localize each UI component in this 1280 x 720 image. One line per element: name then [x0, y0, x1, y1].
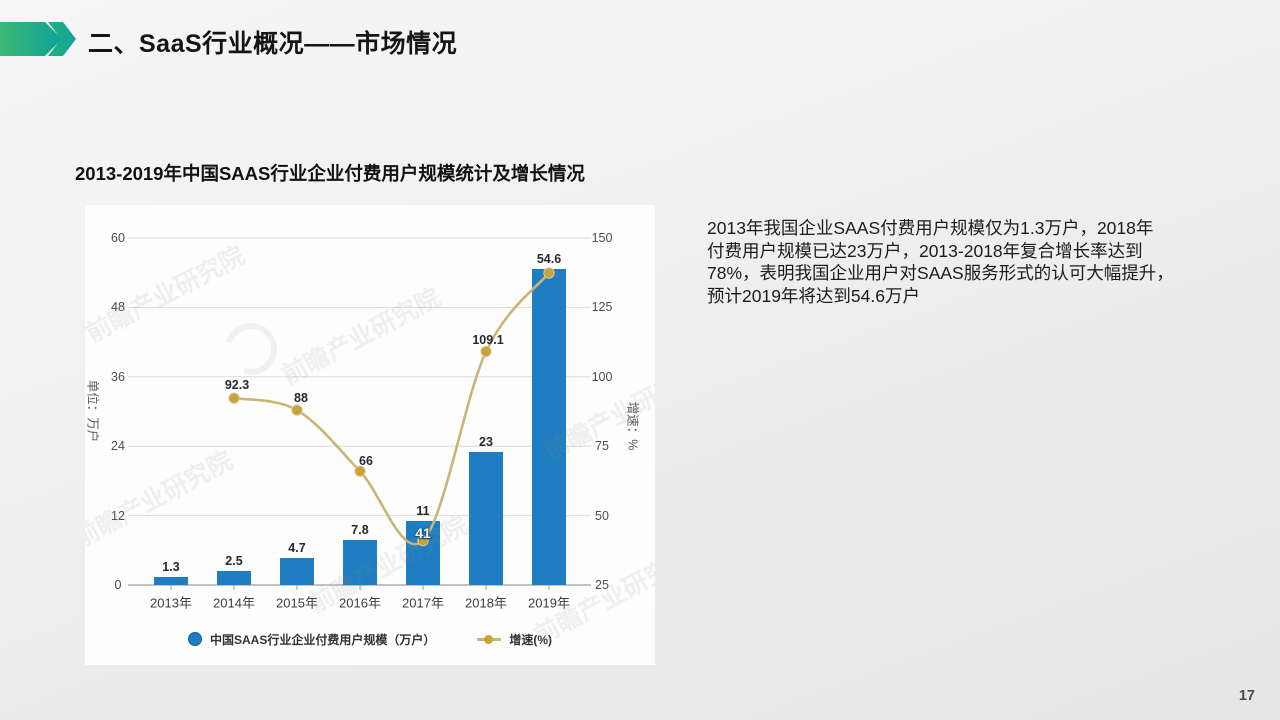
x-axis-label: 2018年 — [465, 595, 507, 611]
bar — [406, 521, 440, 585]
right-axis-tick-label: 125 — [591, 300, 613, 315]
chart-legend: 中国SAAS行业企业付费用户规模（万户） 增速(%) — [85, 626, 655, 652]
line-marker — [291, 404, 303, 416]
bar — [532, 269, 566, 585]
right-axis-tick-label: 50 — [595, 508, 609, 523]
line-value-label: 66 — [359, 454, 373, 469]
commentary-line: 预计2019年将达到54.6万户 — [707, 285, 920, 306]
commentary-line: 2013年我国企业SAAS付费用户规模仅为1.3万户，2018年 — [707, 218, 1154, 238]
x-axis-label: 2014年 — [213, 595, 255, 611]
line-marker — [543, 267, 555, 279]
page-number: 17 — [1238, 688, 1255, 704]
line-series-icon — [477, 634, 502, 644]
bar — [154, 577, 188, 585]
left-axis-tick-label: 36 — [111, 369, 125, 384]
bar-value-label: 7.8 — [351, 522, 369, 537]
x-axis-label: 2019年 — [528, 595, 570, 611]
bars-layer — [85, 205, 655, 665]
bar-value-label: 4.7 — [288, 540, 306, 555]
line-marker — [228, 392, 240, 404]
left-axis-tick-label: 12 — [111, 508, 125, 523]
line-value-label: 41 — [415, 524, 431, 541]
bar-value-label: 1.3 — [162, 560, 180, 575]
commentary-text: 2013年我国企业SAAS付费用户规模仅为1.3万户，2018年 付费用户规模已… — [707, 217, 1207, 307]
right-axis-tick-label: 100 — [591, 369, 613, 384]
bar-value-label: 2.5 — [225, 553, 243, 568]
left-axis-tick-label: 24 — [111, 439, 125, 454]
chart-title: 2013-2019年中国SAAS行业企业付费用户规模统计及增长情况 — [75, 163, 585, 184]
line-marker — [354, 465, 366, 477]
chart-panel: 前瞻产业研究院 前瞻产业研究院 前瞻产业研究院 前瞻产业研究院 前瞻产业研究院 … — [85, 205, 655, 665]
line-value-label: 92.3 — [224, 378, 250, 393]
right-axis-tick-label: 25 — [595, 578, 609, 592]
commentary-line: 78%，表明我国企业用户对SAAS服务形式的认可大幅提升， — [707, 263, 1174, 283]
right-axis-tick-label: 75 — [595, 439, 609, 454]
line-value-label: 109.1 — [472, 332, 504, 347]
left-axis-tick-label: 0 — [114, 578, 122, 592]
bar — [280, 557, 314, 585]
bar — [343, 539, 377, 585]
line-marker — [480, 345, 492, 358]
line-marker — [417, 534, 429, 547]
bar-series-icon — [187, 632, 202, 646]
page-title: 二、SaaS行业概况——市场情况 — [88, 30, 458, 58]
bar-value-label: 11 — [416, 504, 430, 519]
x-axis-label: 2015年 — [276, 595, 318, 611]
bar-series-label: 中国SAAS行业企业付费用户规模（万户） — [209, 632, 436, 647]
x-axis-label: 2017年 — [402, 595, 444, 611]
bar-value-label: 23 — [479, 434, 493, 449]
left-axis-tick-label: 48 — [111, 300, 125, 315]
right-axis-tick-label: 150 — [591, 231, 613, 245]
line-series-label: 增速(%) — [509, 632, 552, 647]
x-axis-label: 2016年 — [339, 595, 381, 611]
x-axis-label: 2013年 — [150, 595, 192, 611]
left-axis-tick-label: 60 — [111, 231, 125, 245]
bar — [469, 451, 503, 585]
line-layer — [228, 267, 555, 547]
labels-layer: 0 25 12 50 24 75 36 100 48 125 60 150 2013年 2014年 2015… — [85, 205, 655, 665]
line-value-label: 88 — [294, 391, 308, 406]
legend-item-line: 增速(%) — [477, 631, 552, 648]
commentary-line: 付费用户规模已达23万户，2013-2018年复合增长率达到 — [707, 240, 1143, 261]
grid-layer — [128, 237, 591, 590]
bar — [217, 570, 251, 585]
bar-value-label: 54.6 — [536, 252, 562, 267]
legend-item-bar: 中国SAAS行业企业付费用户规模（万户） — [187, 631, 436, 648]
